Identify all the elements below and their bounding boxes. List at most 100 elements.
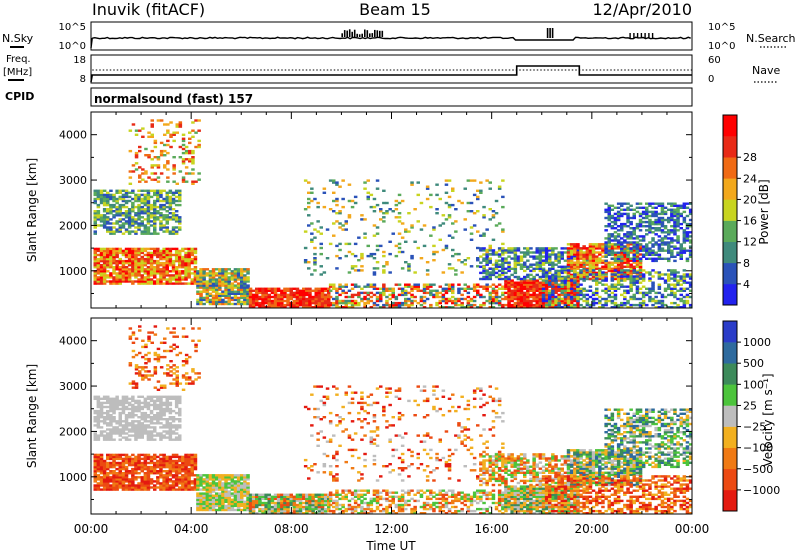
heatmap-cell — [172, 460, 176, 462]
heatmap-cell — [134, 248, 138, 250]
heatmap-cell — [492, 264, 496, 266]
heatmap-cell — [564, 282, 568, 284]
heatmap-cell — [570, 288, 574, 290]
heatmap-cell — [676, 254, 680, 256]
heatmap-cell — [561, 270, 565, 272]
heatmap-cell — [623, 203, 627, 205]
heatmap-cell — [645, 211, 649, 213]
heatmap-cell — [144, 276, 148, 278]
heatmap-cell — [357, 292, 361, 294]
heatmap-cell — [240, 297, 244, 299]
heatmap-cell — [629, 266, 633, 268]
heatmap-cell — [620, 241, 624, 243]
heatmap-cell — [131, 254, 135, 256]
heatmap-cell — [119, 208, 123, 210]
heatmap-cell — [423, 224, 427, 226]
nsky-spike — [346, 31, 348, 37]
heatmap-cell — [109, 404, 113, 406]
heatmap-cell — [504, 257, 508, 259]
heatmap-cell — [420, 304, 424, 306]
heatmap-cell — [100, 414, 104, 416]
heatmap-cell — [608, 223, 612, 225]
heatmap-cell — [545, 296, 549, 298]
heatmap-cell — [182, 148, 186, 150]
heatmap-cell — [321, 296, 325, 298]
heatmap-cell — [197, 130, 201, 132]
heatmap-cell — [601, 266, 605, 268]
heatmap-cell — [166, 248, 170, 250]
heatmap-cell — [501, 206, 505, 208]
heatmap-cell — [209, 270, 213, 272]
heatmap-cell — [206, 297, 210, 299]
heatmap-cell — [557, 284, 561, 286]
heatmap-cell — [106, 422, 110, 424]
heatmap-cell — [448, 284, 452, 286]
heatmap-cell — [586, 247, 590, 249]
heatmap-cell — [670, 284, 674, 286]
heatmap-cell — [169, 474, 173, 476]
heatmap-cell — [128, 258, 131, 260]
heatmap-cell — [670, 209, 674, 211]
heatmap-cell — [103, 282, 107, 284]
heatmap-cell — [504, 260, 508, 262]
heatmap-cell — [504, 249, 508, 251]
heatmap-cell — [464, 288, 468, 290]
heatmap-cell — [633, 296, 637, 298]
heatmap-cell — [407, 284, 411, 286]
heatmap-cell — [156, 268, 160, 270]
heatmap-cell — [601, 304, 605, 306]
heatmap-cell — [97, 282, 101, 284]
heatmap-cell — [166, 272, 170, 274]
heatmap-cell — [658, 217, 662, 219]
heatmap-cell — [589, 245, 593, 247]
heatmap-cell — [109, 272, 113, 274]
heatmap-cell — [426, 186, 430, 188]
heatmap-cell — [196, 291, 200, 293]
heatmap-cell — [504, 296, 508, 298]
heatmap-cell — [166, 254, 170, 256]
heatmap-cell — [673, 215, 677, 217]
heatmap-cell — [141, 230, 145, 232]
heatmap-cell — [673, 271, 677, 273]
heatmap-cell — [191, 158, 195, 160]
heatmap-cell — [141, 274, 145, 276]
heatmap-cell — [191, 470, 195, 472]
heatmap-cell — [290, 292, 294, 294]
heatmap-cell — [654, 219, 658, 221]
heatmap-cell — [348, 290, 352, 292]
heatmap-cell — [290, 296, 294, 298]
heatmap-cell — [557, 288, 561, 290]
heatmap-cell — [169, 146, 173, 148]
heatmap-cell — [162, 268, 166, 270]
heatmap-cell — [103, 218, 107, 220]
heatmap-cell — [128, 456, 131, 458]
heatmap-cell — [175, 196, 179, 198]
heatmap-cell — [194, 460, 198, 462]
heatmap-cell — [94, 416, 98, 418]
heatmap-cell — [510, 292, 514, 294]
heatmap-cell — [354, 300, 358, 302]
heatmap-cell — [507, 270, 511, 272]
heatmap-cell — [392, 210, 396, 212]
heatmap-cell — [545, 247, 549, 249]
heatmap-cell — [218, 268, 222, 270]
heatmap-cell — [470, 202, 474, 204]
heatmap-cell — [554, 296, 558, 298]
heatmap-cell — [286, 296, 290, 298]
heatmap-cell — [611, 292, 615, 294]
heatmap-cell — [112, 226, 116, 228]
heatmap-cell — [651, 258, 655, 260]
heatmap-cell — [517, 247, 521, 249]
heatmap-cell — [373, 198, 377, 200]
colorbar-swatch — [723, 284, 737, 305]
heatmap-cell — [432, 253, 436, 255]
heatmap-cell — [97, 414, 101, 416]
heatmap-cell — [172, 282, 176, 284]
heatmap-cell — [514, 282, 518, 284]
heatmap-cell — [648, 215, 652, 217]
heatmap-cell — [451, 296, 455, 298]
heatmap-cell — [398, 220, 402, 222]
heatmap-cell — [218, 272, 222, 274]
heatmap-cell — [523, 262, 527, 264]
heatmap-cell — [507, 276, 511, 278]
